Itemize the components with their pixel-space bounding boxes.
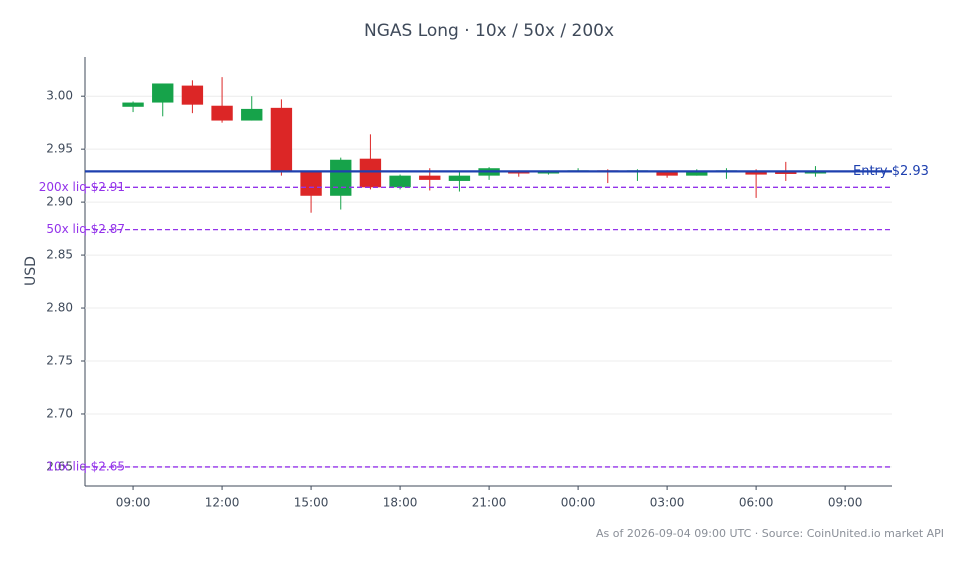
y-tick-label: 2.65: [46, 459, 73, 473]
x-tick-label: 06:00: [739, 496, 774, 510]
candle-body: [686, 171, 708, 176]
x-tick-label: 09:00: [828, 496, 863, 510]
candle-body: [745, 171, 767, 175]
candle-body: [359, 158, 382, 188]
candle-body: [775, 172, 797, 174]
y-tick-label: 2.95: [46, 142, 73, 156]
candle-body: [419, 175, 441, 180]
reference-label: 200x liq $2.91: [39, 180, 125, 194]
candle-body: [656, 171, 678, 176]
candle-body: [152, 83, 174, 103]
candle-body: [300, 171, 322, 196]
reference-label: Entry $2.93: [853, 164, 929, 179]
footnote: As of 2026-09-04 09:00 UTC · Source: Coi…: [596, 527, 944, 540]
reference-label: 50x liq $2.87: [46, 222, 125, 236]
y-tick-label: 3.00: [46, 89, 73, 103]
x-tick-label: 03:00: [650, 496, 685, 510]
y-axis-label: USD: [23, 256, 39, 286]
y-tick-label: 2.75: [46, 354, 73, 368]
candle-body: [181, 85, 204, 105]
x-tick-label: 21:00: [472, 496, 507, 510]
candle-body: [389, 175, 411, 188]
y-tick-label: 2.85: [46, 248, 73, 262]
x-tick-label: 09:00: [116, 496, 151, 510]
reference-label: 10x liq $2.65: [46, 459, 125, 473]
candle-body: [270, 107, 293, 172]
x-tick-label: 15:00: [294, 496, 329, 510]
candle-body: [241, 108, 263, 121]
y-tick-label: 2.90: [46, 195, 73, 209]
x-tick-label: 18:00: [383, 496, 418, 510]
y-tick-label: 2.80: [46, 301, 73, 315]
candle-body: [211, 105, 233, 121]
candle-body: [122, 102, 144, 107]
x-tick-label: 00:00: [561, 496, 596, 510]
x-tick-label: 12:00: [205, 496, 240, 510]
chart-title: NGAS Long · 10x / 50x / 200x: [364, 21, 614, 41]
candle-body: [448, 175, 471, 181]
candle-body: [330, 159, 352, 196]
y-tick-label: 2.70: [46, 406, 73, 420]
